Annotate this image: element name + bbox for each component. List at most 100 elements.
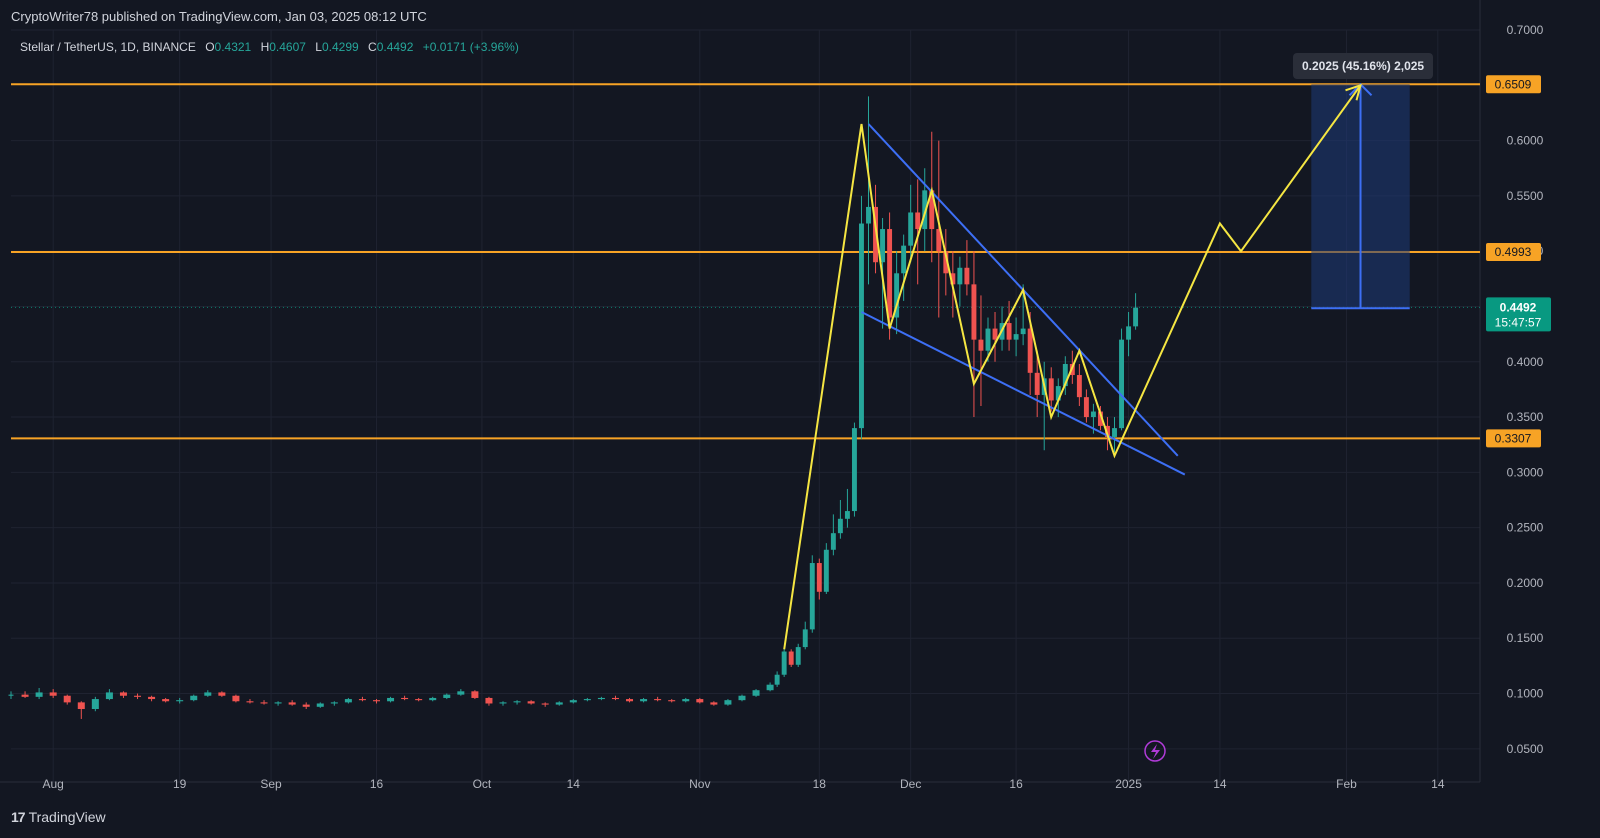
candle-body	[1119, 339, 1124, 429]
candle-body	[63, 695, 71, 703]
time-tick-label: 18	[813, 777, 827, 791]
candle	[1133, 293, 1139, 330]
candle-body	[971, 284, 977, 340]
candle	[91, 696, 99, 712]
candle-body	[830, 533, 836, 550]
time-tick-label: 2025	[1115, 777, 1142, 791]
candle	[936, 140, 942, 318]
candle-body	[964, 267, 970, 285]
candle	[887, 212, 893, 340]
candle-body	[387, 697, 395, 702]
candle-body	[1013, 334, 1019, 340]
candle-body	[774, 674, 780, 685]
candle-body	[781, 651, 787, 675]
candle	[809, 555, 815, 633]
candle	[105, 689, 113, 701]
candle	[344, 697, 352, 704]
candle	[119, 691, 127, 698]
candle	[837, 500, 843, 539]
candle	[1112, 417, 1117, 453]
candle-body	[1076, 375, 1082, 398]
level-price-tag	[1486, 242, 1541, 261]
price-tick-label: 0.3000	[1507, 465, 1544, 479]
candle-body	[1097, 411, 1103, 426]
candle	[63, 694, 71, 705]
candle	[569, 699, 577, 704]
price-tick-label: 0.2500	[1507, 521, 1544, 535]
price-tick-label: 0.5500	[1507, 189, 1544, 203]
current-price-tag	[1486, 297, 1551, 332]
candle-body	[901, 245, 907, 274]
candle	[802, 621, 808, 650]
candle	[859, 195, 864, 440]
low-label: L	[315, 40, 322, 54]
candle	[443, 693, 451, 700]
candle	[978, 295, 984, 406]
horizontal-levels	[11, 83, 1480, 440]
time-tick-label: Dec	[900, 777, 921, 791]
candle-body	[1027, 328, 1033, 373]
candle	[541, 702, 549, 707]
time-tick-label: 16	[1009, 777, 1023, 791]
candle	[964, 240, 970, 296]
candle-body	[1062, 363, 1068, 387]
candle	[134, 693, 142, 700]
time-tick-label: 14	[1431, 777, 1445, 791]
candle	[788, 649, 794, 667]
candle	[894, 251, 900, 335]
candle-body	[485, 697, 493, 704]
candle	[611, 695, 619, 701]
candle-body	[288, 702, 296, 705]
price-tick-label: 0.2000	[1507, 576, 1544, 590]
candle-body	[908, 212, 914, 246]
candle	[302, 702, 310, 710]
candle-body	[738, 695, 746, 701]
candle	[597, 696, 605, 701]
candle	[232, 694, 240, 703]
close-value: 0.4492	[376, 40, 414, 54]
candle-body	[274, 702, 282, 704]
candle-body	[936, 229, 942, 252]
candle	[922, 168, 928, 252]
candle-body	[246, 701, 254, 703]
candle	[1119, 328, 1124, 431]
candle-body	[555, 702, 563, 705]
candle	[583, 697, 591, 702]
events-lightning-icon	[1144, 740, 1166, 762]
candle-body	[894, 273, 900, 318]
candle-body	[922, 190, 928, 230]
wedge-lower-line	[861, 311, 1186, 476]
candle	[555, 701, 563, 706]
candle	[781, 647, 787, 677]
candle	[626, 697, 634, 703]
candle	[330, 701, 338, 706]
candle-body	[978, 339, 984, 351]
candle	[387, 696, 395, 703]
price-tick-label: 0.1500	[1507, 631, 1544, 645]
candle	[415, 697, 423, 702]
level-price-label: 0.6509	[1495, 77, 1532, 91]
candle-body	[880, 229, 886, 263]
tradingview-logo-icon: 17	[11, 809, 26, 825]
symbol-name: Stellar / TetherUS, 1D, BINANCE	[20, 40, 196, 54]
candle	[401, 695, 409, 701]
candle	[49, 689, 57, 698]
candle	[929, 131, 935, 263]
candle-body	[873, 206, 878, 263]
close-label: C	[368, 40, 377, 54]
candle-body	[513, 701, 521, 703]
tradingview-brand[interactable]: 17 TradingView	[11, 809, 106, 825]
low-value: 0.4299	[321, 40, 359, 54]
candle	[471, 690, 479, 700]
candle-body	[809, 563, 815, 630]
candle	[766, 682, 774, 692]
candle	[844, 488, 850, 528]
candle	[710, 701, 718, 706]
candle-body	[569, 700, 577, 703]
level-price-label: 0.3307	[1495, 431, 1532, 445]
symbol-legend: Stellar / TetherUS, 1D, BINANCE O0.4321 …	[20, 40, 519, 54]
candle	[499, 701, 507, 706]
candle	[1062, 356, 1068, 395]
candle	[372, 699, 380, 704]
